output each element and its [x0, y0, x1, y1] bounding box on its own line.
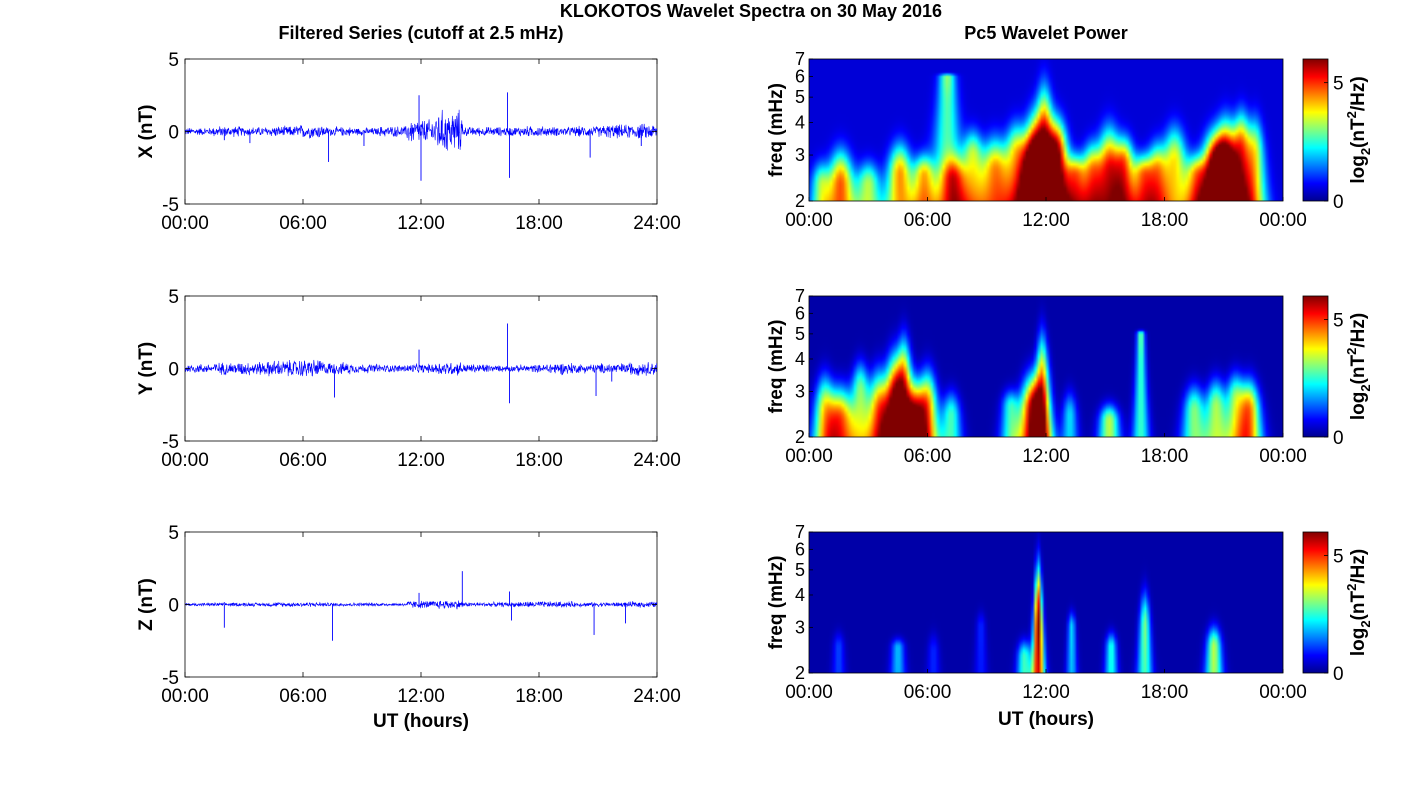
x-tick-label: 24:00 — [633, 450, 681, 471]
colorbar-label: log2(nT2/Hz) — [1344, 313, 1373, 420]
y-tick-label: 5 — [168, 50, 179, 71]
y-tick-label: 4 — [795, 585, 805, 605]
series-panel-x: 5 0 -500:00 06:00 12:00 18:00 24:00 X (nT) — [136, 50, 681, 234]
y-axis-label: Z (nT) — [136, 578, 157, 631]
y-tick-label: 6 — [795, 539, 805, 559]
colorbar-gradient — [1302, 295, 1329, 438]
y-axis-label: X (nT) — [136, 105, 157, 159]
x-axis-label: UT (hours) — [373, 711, 469, 732]
y-tick-label: 0 — [168, 123, 179, 144]
y-tick-label: -5 — [162, 668, 179, 689]
x-tick-label: 00:00 — [161, 450, 209, 471]
x-tick-label: 06:00 — [904, 682, 952, 703]
colorbar-tick-label: 5 — [1333, 311, 1344, 332]
x-tick-label: 00:00 — [161, 213, 209, 234]
y-tick-label: 0 — [168, 360, 179, 381]
x-tick-label: 24:00 — [633, 686, 681, 707]
x-tick-label: 00:00 — [785, 682, 833, 703]
colorbar-label: log2(nT2/Hz) — [1344, 76, 1373, 183]
colorbar-gradient — [1302, 58, 1329, 202]
y-tick-label: 7 — [795, 286, 805, 306]
x-tick-label: 24:00 — [633, 213, 681, 234]
y-tick-label: 5 — [795, 560, 805, 580]
x-tick-label: 06:00 — [279, 213, 327, 234]
y-tick-label: 5 — [168, 287, 179, 308]
colorbar-tick-label: 0 — [1333, 192, 1344, 213]
right-column-title: Pc5 Wavelet Power — [964, 23, 1127, 43]
x-tick-label: 12:00 — [397, 686, 445, 707]
y-tick-label: 3 — [795, 617, 805, 637]
colorbar-label: log2(nT2/Hz) — [1344, 549, 1373, 656]
x-tick-label: 12:00 — [1022, 210, 1070, 231]
x-tick-label: 00:00 — [785, 210, 833, 231]
y-tick-label: 5 — [795, 87, 805, 107]
x-tick-label: 18:00 — [515, 450, 563, 471]
y-tick-label: -5 — [162, 195, 179, 216]
x-tick-label: 06:00 — [279, 686, 327, 707]
y-tick-label: 2 — [795, 663, 805, 683]
y-tick-label: 5 — [795, 324, 805, 344]
x-tick-label: 00:00 — [785, 446, 833, 467]
colorbar-tick-label: 0 — [1333, 428, 1344, 449]
x-tick-label: 06:00 — [904, 446, 952, 467]
x-tick-label: 00:00 — [1259, 446, 1307, 467]
colorbar-gradient — [1302, 531, 1329, 674]
x-tick-label: 18:00 — [1141, 210, 1189, 231]
x-tick-label: 00:00 — [1259, 682, 1307, 703]
y-tick-label: 4 — [795, 112, 805, 132]
x-axis-label: UT (hours) — [998, 709, 1094, 730]
x-tick-label: 12:00 — [1022, 446, 1070, 467]
y-tick-label: 7 — [795, 49, 805, 69]
wavelet-heatmap — [809, 296, 1283, 437]
x-tick-label: 12:00 — [1022, 682, 1070, 703]
colorbar-tick-label: 5 — [1333, 547, 1344, 568]
y-axis-label: freq (mHz) — [766, 320, 787, 414]
series-line-x — [185, 109, 657, 151]
y-tick-label: 2 — [795, 191, 805, 211]
colorbar-tick-label: 5 — [1333, 74, 1344, 95]
x-tick-label: 06:00 — [904, 210, 952, 231]
y-tick-label: 7 — [795, 522, 805, 542]
x-tick-label: 18:00 — [515, 213, 563, 234]
x-tick-label: 12:00 — [397, 450, 445, 471]
y-tick-label: 5 — [168, 523, 179, 544]
x-tick-label: 18:00 — [515, 686, 563, 707]
panels: 50-500:00 06:00 12:00 18:00 24:00X (nT)50-50… — [136, 49, 1373, 732]
y-axis-label: freq (mHz) — [766, 556, 787, 650]
y-tick-label: 3 — [795, 145, 805, 165]
x-tick-label: 12:00 — [397, 213, 445, 234]
x-tick-label: 06:00 — [279, 450, 327, 471]
wavelet-heatmap — [809, 59, 1283, 201]
series-panel-y: 5 0 -500:00 06:00 12:00 18:00 24:00 Y (nT) — [136, 287, 681, 471]
y-tick-label: 2 — [795, 427, 805, 447]
y-tick-label: 6 — [795, 66, 805, 86]
y-tick-label: -5 — [162, 432, 179, 453]
x-tick-label: 18:00 — [1141, 682, 1189, 703]
wavelet-heatmap — [809, 532, 1283, 673]
series-panel-z: 5 0 -500:00 06:00 12:00 18:00 24:00 Z (nT) UT (h… — [136, 523, 681, 732]
y-axis-label: freq (mHz) — [766, 83, 787, 177]
y-tick-label: 6 — [795, 303, 805, 323]
series-line-z — [185, 600, 657, 610]
series-line-y — [185, 359, 657, 377]
y-tick-label: 0 — [168, 596, 179, 617]
y-axis-label: Y (nT) — [136, 342, 157, 395]
y-tick-label: 4 — [795, 349, 805, 369]
x-tick-label: 18:00 — [1141, 446, 1189, 467]
left-column-title: Filtered Series (cutoff at 2.5 mHz) — [278, 23, 563, 43]
x-tick-label: 00:00 — [1259, 210, 1307, 231]
x-tick-label: 00:00 — [161, 686, 209, 707]
figure-title: KLOKOTOS Wavelet Spectra on 30 May 2016 — [560, 1, 942, 21]
y-tick-label: 3 — [795, 381, 805, 401]
colorbar-tick-label: 0 — [1333, 664, 1344, 685]
